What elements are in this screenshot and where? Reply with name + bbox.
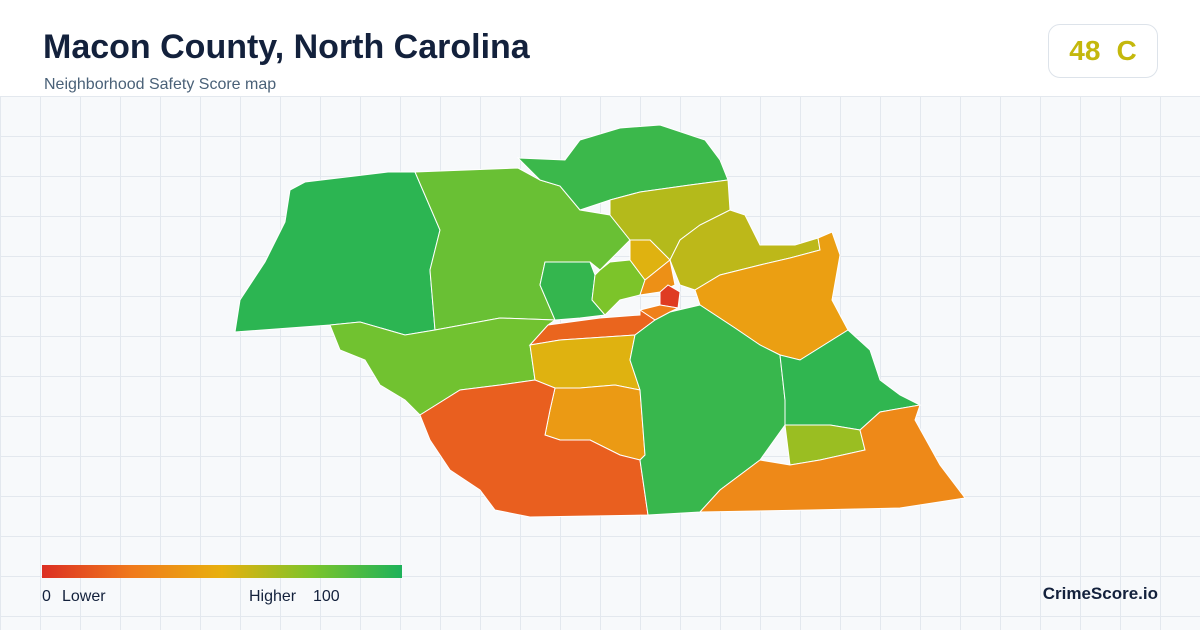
legend-gradient bbox=[42, 565, 402, 578]
header bbox=[0, 0, 1200, 96]
legend-max-label: Higher bbox=[249, 588, 297, 605]
region[interactable] bbox=[698, 404, 966, 513]
region[interactable] bbox=[659, 284, 681, 309]
title: Macon County, North Carolina bbox=[43, 28, 530, 66]
subtitle: Neighborhood Safety Score map bbox=[44, 76, 277, 93]
score-box: 48 C bbox=[1048, 24, 1158, 78]
score-value: 48 bbox=[1069, 35, 1101, 66]
region[interactable] bbox=[591, 259, 646, 316]
region[interactable] bbox=[419, 379, 649, 518]
score-grade: C bbox=[1116, 35, 1137, 66]
legend-min-label: Lower bbox=[62, 588, 106, 605]
region[interactable] bbox=[234, 171, 441, 336]
region[interactable] bbox=[529, 334, 641, 391]
legend-min: 0 bbox=[42, 588, 51, 605]
legend-max: 100 bbox=[313, 588, 340, 605]
brand: CrimeScore.io bbox=[1042, 584, 1158, 603]
region[interactable] bbox=[629, 304, 786, 516]
